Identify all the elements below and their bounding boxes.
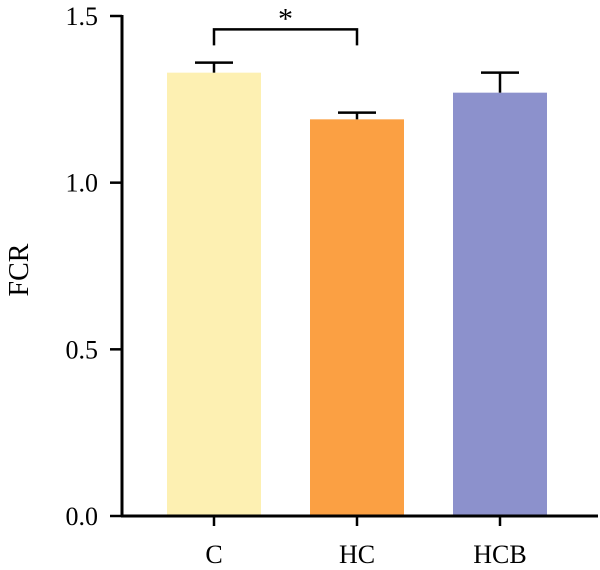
significance-bracket: [212, 28, 359, 46]
significance-group: *: [212, 2, 359, 46]
x-ticks-group: C HC HCB: [205, 516, 527, 569]
bar-hcb: [453, 92, 547, 517]
x-tick-label-hcb: HCB: [473, 540, 526, 569]
bars-group: [167, 72, 547, 517]
y-ticks-group: 0.0 0.5 1.0 1.5: [66, 2, 122, 531]
x-tick-label-c: C: [205, 540, 222, 569]
x-tick-label-hc: HC: [339, 540, 375, 569]
error-bars-group: [195, 61, 519, 120]
y-tick-label: 0.0: [66, 502, 99, 531]
y-tick-label: 0.5: [66, 335, 99, 364]
y-tick-label: 1.0: [66, 169, 99, 198]
bar-hc: [310, 119, 404, 516]
bar-c: [167, 72, 261, 517]
significance-star: *: [278, 2, 293, 35]
y-tick-label: 1.5: [66, 2, 99, 31]
y-axis-label: FCR: [4, 243, 35, 296]
